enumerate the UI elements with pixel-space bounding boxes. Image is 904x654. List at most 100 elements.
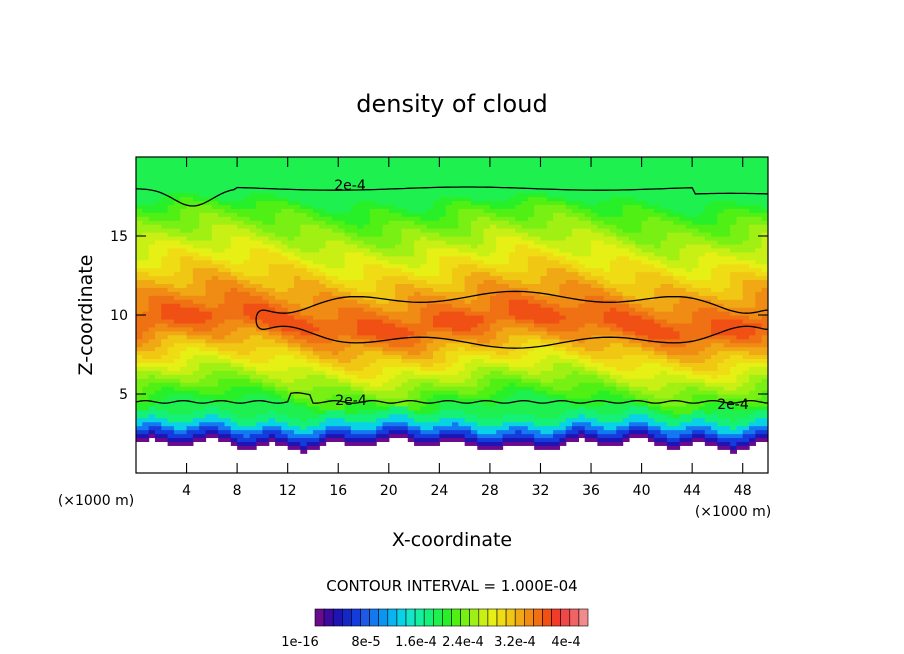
field-cell [515,401,523,407]
field-cell [433,358,440,363]
field-cell [508,362,516,367]
field-cell [281,283,289,288]
field-cell [414,401,421,407]
field-cell [287,358,295,363]
field-cell [180,283,188,288]
field-cell [508,172,516,178]
field-cell [477,334,485,340]
field-cell [205,247,213,253]
field-cell [521,279,529,284]
field-cell [205,184,213,190]
field-cell [262,164,270,170]
field-cell [420,168,428,174]
field-cell [439,164,447,170]
field-cell [445,378,453,383]
field-cell [281,441,289,446]
field-cell [546,303,554,308]
field-cell [306,346,314,352]
field-cell [502,255,510,261]
field-cell [382,394,390,399]
field-cell [553,291,561,296]
field-cell [559,338,567,344]
field-cell [502,220,510,225]
field-cell [376,362,384,367]
field-cell [489,247,497,253]
field-cell [142,279,150,284]
field-cell [363,346,371,352]
field-cell [199,397,207,403]
field-cell [527,413,535,419]
field-cell [161,425,169,431]
field-cell [243,224,251,229]
field-cell [186,216,194,221]
field-cell [319,322,327,328]
field-cell [382,220,390,225]
field-cell [350,157,358,162]
field-cell [331,390,339,395]
field-cell [483,334,491,340]
field-cell [439,405,447,411]
field-cell [546,437,554,442]
field-cell [161,374,169,379]
field-cell [338,251,346,257]
field-cell [268,291,276,296]
field-cell [559,212,567,217]
field-cell [401,291,409,296]
field-cell [331,433,339,439]
field-cell [180,350,188,356]
field-cell [306,409,314,415]
field-cell [420,200,428,205]
field-cell [237,445,245,450]
field-cell [401,433,409,439]
field-cell [363,311,371,316]
field-cell [565,315,573,320]
field-cell [243,243,251,249]
field-cell [142,275,150,281]
field-cell [546,394,554,399]
field-cell [167,259,175,265]
field-cell [256,382,263,387]
field-cell [275,259,282,265]
field-cell [306,164,314,170]
field-cell [388,378,396,383]
field-cell [173,200,181,205]
field-cell [256,271,263,277]
field-cell [477,204,485,209]
field-cell [527,397,535,403]
field-cell [540,164,548,170]
field-cell [496,283,504,288]
field-cell [161,413,169,419]
field-cell [357,433,365,439]
field-cell [148,299,156,304]
field-cell [287,326,295,332]
field-cell [211,386,219,391]
field-cell [218,334,226,340]
field-cell [527,437,535,442]
field-cell [464,291,472,296]
field-cell [237,251,245,257]
field-cell [515,251,523,257]
field-cell [186,228,194,233]
field-cell [167,216,175,221]
field-cell [180,433,188,439]
field-cell [218,192,226,198]
field-cell [167,394,175,399]
field-cell [331,216,339,221]
field-cell [382,180,390,186]
field-cell [281,204,289,209]
field-cell [312,239,320,245]
field-cell [559,346,567,352]
field-cell [357,441,365,446]
field-cell [268,157,276,162]
field-cell [199,180,207,186]
field-cell [508,390,516,395]
field-cell [256,267,263,273]
field-cell [268,417,276,423]
field-cell [395,409,403,415]
field-cell [388,354,396,360]
field-cell [496,239,504,245]
field-cell [319,287,327,292]
field-cell [338,421,346,427]
field-cell [338,200,346,205]
field-cell [224,382,232,387]
